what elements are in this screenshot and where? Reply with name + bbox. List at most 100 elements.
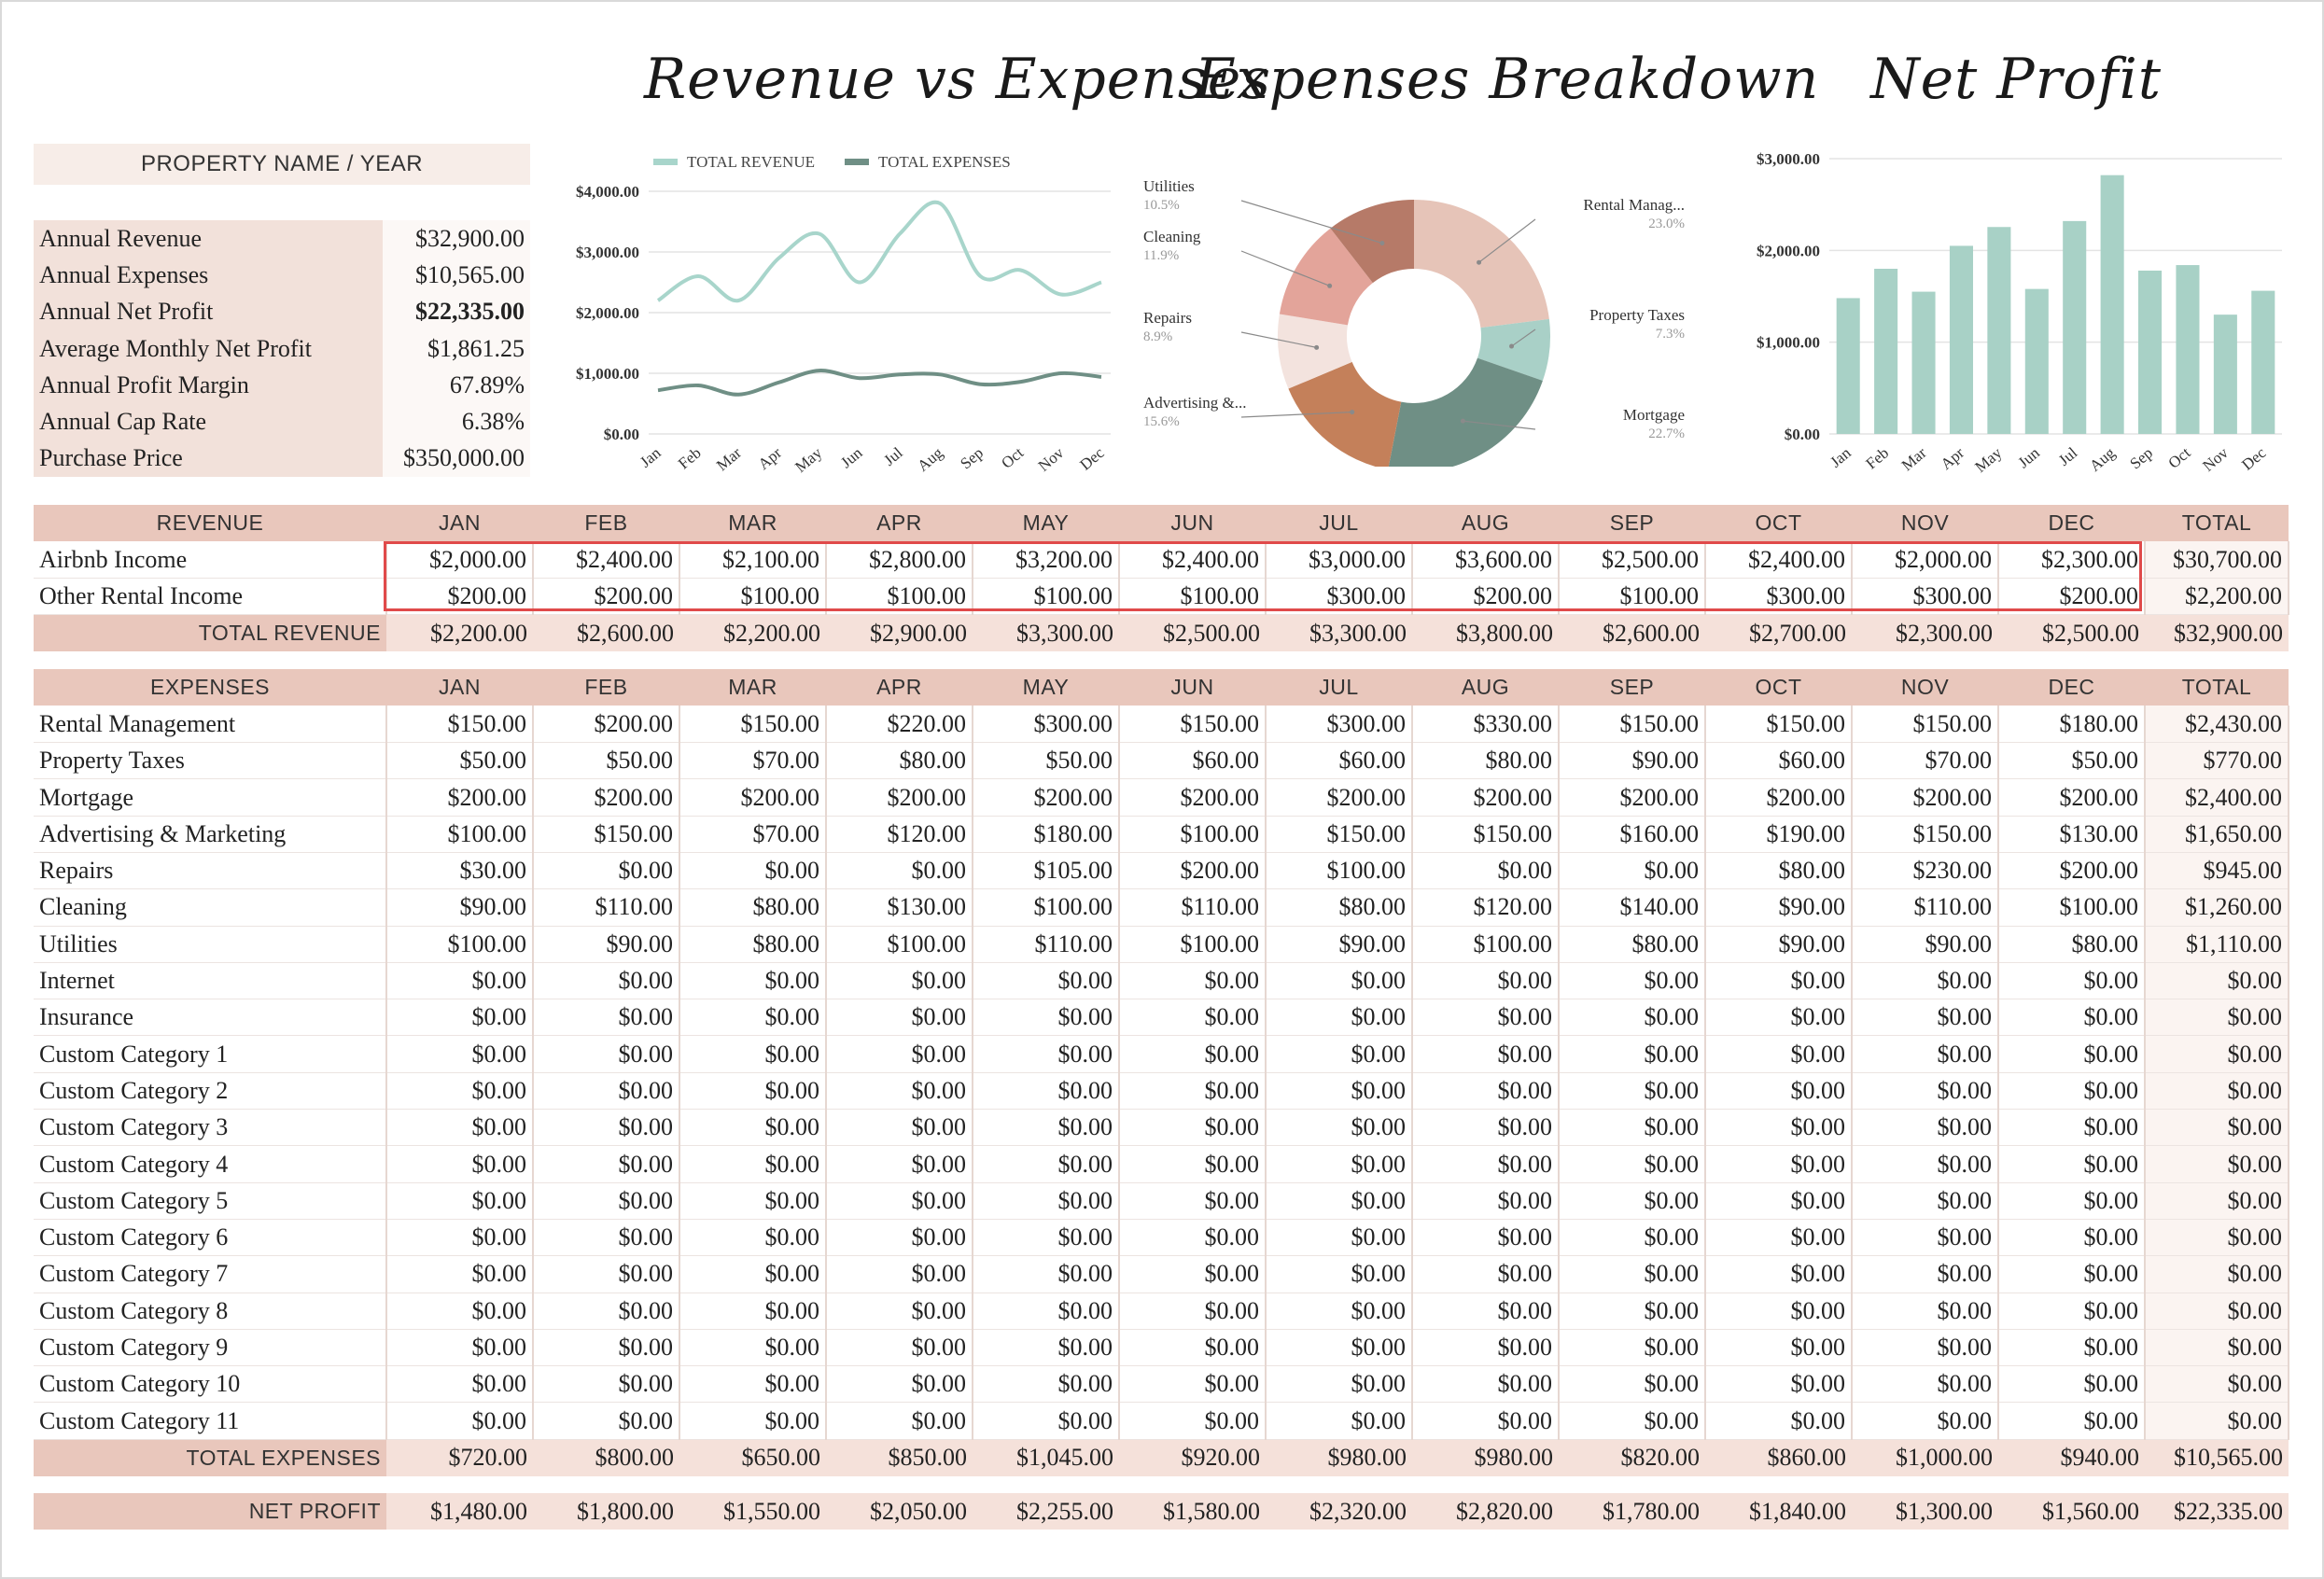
table-cell[interactable]: $0.00 xyxy=(826,1072,973,1111)
table-cell[interactable]: $0.00 xyxy=(679,1365,827,1404)
table-cell[interactable]: $50.00 xyxy=(1998,742,2146,780)
table-cell[interactable]: $80.00 xyxy=(1998,926,2146,963)
table-cell[interactable]: $0.00 xyxy=(1266,1035,1413,1073)
table-cell[interactable]: $0.00 xyxy=(1705,1182,1853,1220)
table-cell[interactable]: $200.00 xyxy=(973,778,1120,817)
table-cell[interactable]: $0.00 xyxy=(1705,1035,1853,1073)
summary-value[interactable]: $10,565.00 xyxy=(383,257,530,294)
table-cell[interactable]: $200.00 xyxy=(826,778,973,817)
table-cell[interactable]: $0.00 xyxy=(1998,1109,2146,1147)
table-cell[interactable]: $0.00 xyxy=(1119,1109,1267,1147)
table-cell[interactable]: $70.00 xyxy=(679,742,827,780)
table-cell[interactable]: $0.00 xyxy=(1412,999,1560,1037)
table-cell[interactable]: $0.00 xyxy=(533,1072,680,1111)
summary-value[interactable]: $22,335.00 xyxy=(383,293,530,330)
table-cell[interactable]: $80.00 xyxy=(1412,742,1560,780)
table-cell[interactable]: $100.00 xyxy=(1119,926,1267,963)
row-label[interactable]: Custom Category 2 xyxy=(34,1072,387,1111)
table-cell[interactable]: $0.00 xyxy=(973,1219,1120,1257)
table-cell[interactable]: $0.00 xyxy=(1705,1402,1853,1440)
table-cell[interactable]: $160.00 xyxy=(1559,816,1706,853)
table-cell[interactable]: $0.00 xyxy=(1559,999,1706,1037)
table-cell[interactable]: $150.00 xyxy=(1266,816,1413,853)
table-cell[interactable]: $0.00 xyxy=(1412,962,1560,1000)
table-cell[interactable]: $0.00 xyxy=(1998,1072,2146,1111)
table-cell[interactable]: $230.00 xyxy=(1852,852,1999,890)
table-cell[interactable]: $0.00 xyxy=(826,1219,973,1257)
table-cell[interactable]: $0.00 xyxy=(679,1035,827,1073)
table-cell[interactable]: $300.00 xyxy=(973,706,1120,744)
table-cell[interactable]: $0.00 xyxy=(826,962,973,1000)
table-cell[interactable]: $110.00 xyxy=(1119,888,1267,927)
table-cell[interactable]: $90.00 xyxy=(1705,888,1853,927)
table-cell[interactable]: $70.00 xyxy=(1852,742,1999,780)
table-cell[interactable]: $100.00 xyxy=(386,816,534,853)
row-label[interactable]: Custom Category 6 xyxy=(34,1219,387,1257)
table-cell[interactable]: $0.00 xyxy=(1998,1365,2146,1404)
table-cell[interactable]: $200.00 xyxy=(386,778,534,817)
table-cell[interactable]: $0.00 xyxy=(1119,1145,1267,1183)
table-cell[interactable]: $90.00 xyxy=(1852,926,1999,963)
row-label[interactable]: Custom Category 9 xyxy=(34,1329,387,1367)
table-cell[interactable]: $150.00 xyxy=(1852,706,1999,744)
table-cell[interactable]: $0.00 xyxy=(386,1035,534,1073)
table-cell[interactable]: $0.00 xyxy=(679,1182,827,1220)
table-cell[interactable]: $0.00 xyxy=(1119,999,1267,1037)
row-label[interactable]: Custom Category 10 xyxy=(34,1365,387,1404)
table-cell[interactable]: $90.00 xyxy=(1559,742,1706,780)
table-cell[interactable]: $100.00 xyxy=(1412,926,1560,963)
table-cell[interactable]: $0.00 xyxy=(1998,1219,2146,1257)
table-cell[interactable]: $0.00 xyxy=(1559,1219,1706,1257)
table-cell[interactable]: $130.00 xyxy=(1998,816,2146,853)
table-cell[interactable]: $0.00 xyxy=(1559,1035,1706,1073)
row-label[interactable]: Cleaning xyxy=(34,888,387,927)
table-cell[interactable]: $200.00 xyxy=(1852,778,1999,817)
table-cell[interactable]: $0.00 xyxy=(1119,1182,1267,1220)
table-cell[interactable]: $0.00 xyxy=(1852,1109,1999,1147)
table-cell[interactable]: $200.00 xyxy=(1412,778,1560,817)
table-cell[interactable]: $0.00 xyxy=(1998,1293,2146,1330)
table-cell[interactable]: $0.00 xyxy=(533,1035,680,1073)
table-cell[interactable]: $200.00 xyxy=(533,778,680,817)
table-cell[interactable]: $200.00 xyxy=(679,778,827,817)
table-cell[interactable]: $200.00 xyxy=(1412,578,1560,616)
table-cell[interactable]: $0.00 xyxy=(826,1035,973,1073)
table-cell[interactable]: $0.00 xyxy=(826,852,973,890)
table-cell[interactable]: $3,000.00 xyxy=(1266,541,1413,580)
table-cell[interactable]: $0.00 xyxy=(1119,1402,1267,1440)
table-cell[interactable]: $0.00 xyxy=(1559,1145,1706,1183)
table-cell[interactable]: $110.00 xyxy=(1852,888,1999,927)
row-label[interactable]: Property Taxes xyxy=(34,742,387,780)
table-cell[interactable]: $330.00 xyxy=(1412,706,1560,744)
table-cell[interactable]: $150.00 xyxy=(386,706,534,744)
table-cell[interactable]: $60.00 xyxy=(1266,742,1413,780)
table-cell[interactable]: $200.00 xyxy=(1119,852,1267,890)
row-label[interactable]: Mortgage xyxy=(34,778,387,817)
table-cell[interactable]: $2,000.00 xyxy=(1852,541,1999,580)
table-cell[interactable]: $0.00 xyxy=(386,999,534,1037)
table-cell[interactable]: $0.00 xyxy=(679,1255,827,1293)
table-cell[interactable]: $0.00 xyxy=(1266,962,1413,1000)
table-cell[interactable]: $0.00 xyxy=(1559,1109,1706,1147)
table-cell[interactable]: $90.00 xyxy=(386,888,534,927)
table-cell[interactable]: $0.00 xyxy=(826,1145,973,1183)
table-cell[interactable]: $0.00 xyxy=(679,1219,827,1257)
table-cell[interactable]: $100.00 xyxy=(1266,852,1413,890)
table-cell[interactable]: $150.00 xyxy=(1119,706,1267,744)
table-cell[interactable]: $0.00 xyxy=(679,1293,827,1330)
table-cell[interactable]: $0.00 xyxy=(1559,1255,1706,1293)
table-cell[interactable]: $0.00 xyxy=(679,999,827,1037)
table-cell[interactable]: $0.00 xyxy=(1266,1255,1413,1293)
table-cell[interactable]: $0.00 xyxy=(826,1182,973,1220)
table-cell[interactable]: $0.00 xyxy=(973,1293,1120,1330)
table-cell[interactable]: $0.00 xyxy=(1266,1329,1413,1367)
row-label[interactable]: Repairs xyxy=(34,852,387,890)
table-cell[interactable]: $0.00 xyxy=(1266,1402,1413,1440)
table-cell[interactable]: $0.00 xyxy=(1705,1219,1853,1257)
table-cell[interactable]: $0.00 xyxy=(386,1109,534,1147)
table-cell[interactable]: $0.00 xyxy=(386,1145,534,1183)
table-cell[interactable]: $30.00 xyxy=(386,852,534,890)
row-label[interactable]: Advertising & Marketing xyxy=(34,816,387,853)
table-cell[interactable]: $0.00 xyxy=(1705,1109,1853,1147)
table-cell[interactable]: $180.00 xyxy=(973,816,1120,853)
